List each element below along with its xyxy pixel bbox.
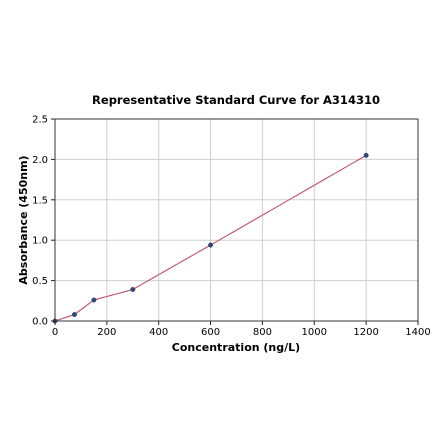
x-tick-label: 1200 <box>353 327 378 338</box>
x-tick-label: 1000 <box>302 327 327 338</box>
y-tick-label: 1.5 <box>32 195 48 206</box>
data-point-3 <box>130 287 136 292</box>
data-point-4 <box>208 242 214 248</box>
grid-layer <box>54 118 419 322</box>
data-point-1 <box>71 312 77 317</box>
x-tick-label: 200 <box>97 327 116 338</box>
y-tick-label: 1.0 <box>32 236 48 247</box>
data-point-5 <box>363 152 369 158</box>
y-axis-label: Absorbance (450nm) <box>17 155 30 284</box>
x-tick-label: 1400 <box>405 327 430 338</box>
y-tick-label: 0.0 <box>32 317 48 328</box>
x-axis-label: Concentration (ng/L) <box>172 341 300 354</box>
x-tick-label: 600 <box>201 327 220 338</box>
plot-frame <box>54 118 419 322</box>
y-tick-label: 0.5 <box>32 276 48 287</box>
data-point-2 <box>91 297 97 303</box>
y-tick-label: 2.5 <box>32 115 48 126</box>
axes-layer: 0 200 400 600 800 1000 1200 1400 0.0 0.5 1.0 1.5 2.0… <box>32 115 431 339</box>
x-tick-label: 400 <box>149 327 168 338</box>
chart-title: Representative Standard Curve for A31431… <box>92 93 380 107</box>
y-tick-label: 2.0 <box>32 155 48 166</box>
x-tick-label: 0 <box>52 327 58 338</box>
x-tick-label: 800 <box>253 327 272 338</box>
